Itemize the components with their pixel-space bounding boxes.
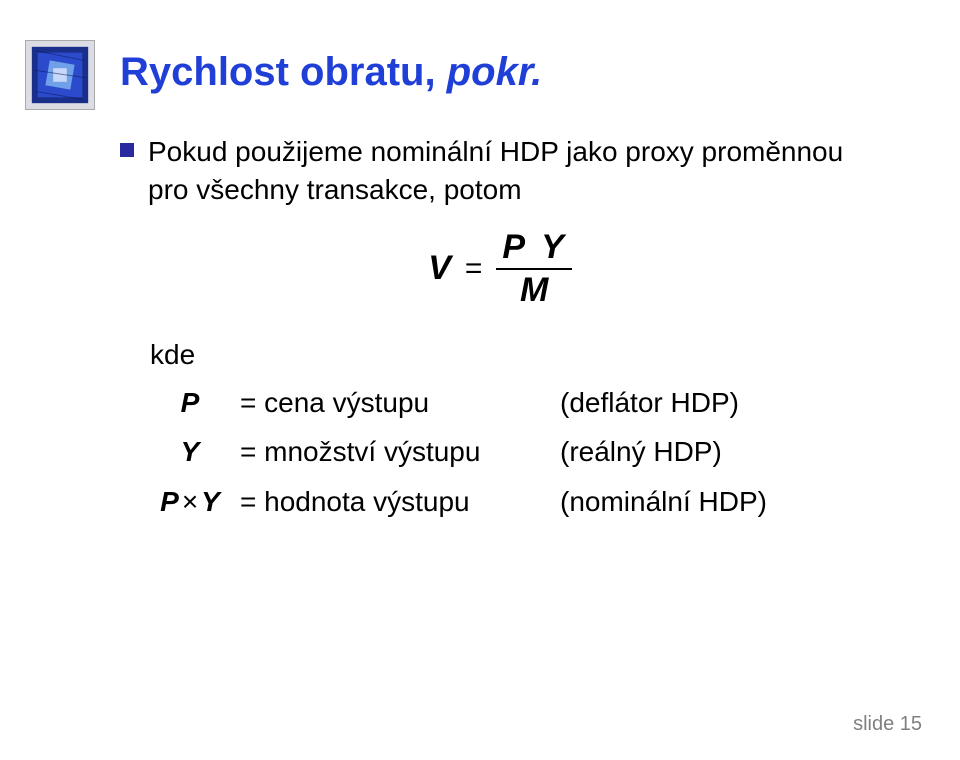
definitions: kde P = cena výstupu (deflátor HDP) Y = … <box>150 333 880 523</box>
def-sym-2-P: P <box>160 486 179 517</box>
formula-num-P: P <box>502 228 527 266</box>
formula-inner: V = PY M <box>428 229 572 310</box>
bullet-square-icon <box>120 143 134 157</box>
title-italic: pokr. <box>447 50 543 94</box>
defs-where: kde <box>150 333 880 376</box>
def-label-1: = množství výstupu <box>240 430 560 473</box>
def-sym-2: P×Y <box>150 480 240 523</box>
formula: V = PY M <box>120 229 880 310</box>
bullet-row: Pokud použijeme nominální HDP jako proxy… <box>120 133 880 209</box>
def-desc-2: (nominální HDP) <box>560 480 880 523</box>
def-sym-2-times: × <box>179 486 201 517</box>
def-sym-0: P <box>150 381 240 424</box>
def-desc-1: (reálný HDP) <box>560 430 880 473</box>
formula-numerator: PY <box>496 229 571 270</box>
slide-title: Rychlost obratu, pokr. <box>120 50 880 95</box>
def-label-0: = cena výstupu <box>240 381 560 424</box>
def-label-2: = hodnota výstupu <box>240 480 560 523</box>
title-main: Rychlost obratu, <box>120 50 447 94</box>
def-sym-2-Y: Y <box>201 486 220 517</box>
formula-fraction: PY M <box>496 229 571 310</box>
def-desc-0: (deflátor HDP) <box>560 381 880 424</box>
bullet-text: Pokud použijeme nominální HDP jako proxy… <box>148 133 880 209</box>
formula-equals: = <box>465 252 483 286</box>
formula-num-Y: Y <box>541 228 566 266</box>
formula-V: V <box>428 249 451 288</box>
formula-denominator: M <box>520 270 548 309</box>
slide-number: slide 15 <box>853 713 922 736</box>
defs-table: P = cena výstupu (deflátor HDP) Y = množ… <box>150 381 880 523</box>
slide-decor-icon <box>25 40 95 110</box>
def-sym-1: Y <box>150 430 240 473</box>
slide: Rychlost obratu, pokr. Pokud použijeme n… <box>0 0 960 760</box>
